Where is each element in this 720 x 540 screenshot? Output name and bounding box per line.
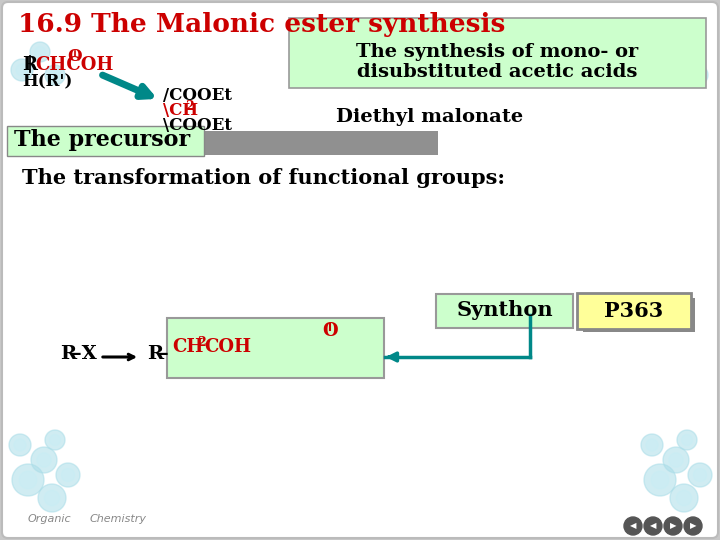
Text: 2: 2 bbox=[197, 336, 206, 349]
Text: R: R bbox=[22, 56, 37, 74]
Text: CH: CH bbox=[172, 338, 203, 356]
Text: 16.9 The Malonic ester synthesis: 16.9 The Malonic ester synthesis bbox=[18, 12, 505, 37]
Text: 2: 2 bbox=[185, 100, 194, 113]
Circle shape bbox=[11, 59, 33, 81]
Text: COH: COH bbox=[204, 338, 251, 356]
Circle shape bbox=[61, 468, 75, 482]
Text: –: – bbox=[159, 345, 168, 363]
Circle shape bbox=[641, 434, 663, 456]
Circle shape bbox=[682, 435, 693, 446]
Circle shape bbox=[651, 471, 669, 489]
Circle shape bbox=[659, 64, 671, 76]
Text: Diethyl malonate: Diethyl malonate bbox=[336, 108, 523, 126]
Circle shape bbox=[38, 484, 66, 512]
Circle shape bbox=[678, 46, 688, 57]
Text: The transformation of functional groups:: The transformation of functional groups: bbox=[22, 168, 505, 188]
Circle shape bbox=[30, 42, 50, 62]
FancyArrowPatch shape bbox=[389, 353, 397, 361]
Circle shape bbox=[35, 46, 45, 57]
Circle shape bbox=[56, 463, 80, 487]
Text: ◀: ◀ bbox=[630, 522, 636, 530]
FancyBboxPatch shape bbox=[167, 318, 384, 378]
Circle shape bbox=[688, 65, 708, 85]
Text: O: O bbox=[68, 48, 82, 65]
Circle shape bbox=[14, 439, 26, 451]
Circle shape bbox=[50, 70, 60, 80]
Circle shape bbox=[37, 453, 51, 467]
FancyArrowPatch shape bbox=[102, 75, 150, 97]
Text: Organic: Organic bbox=[28, 514, 71, 524]
Circle shape bbox=[684, 517, 702, 535]
FancyBboxPatch shape bbox=[577, 293, 691, 329]
Circle shape bbox=[673, 42, 693, 62]
Text: H(R'): H(R') bbox=[22, 73, 73, 90]
Text: CHCOH: CHCOH bbox=[35, 56, 113, 74]
Circle shape bbox=[646, 439, 658, 451]
Circle shape bbox=[654, 59, 676, 81]
Text: –X: –X bbox=[72, 345, 97, 363]
Circle shape bbox=[693, 70, 703, 80]
Circle shape bbox=[9, 434, 31, 456]
Circle shape bbox=[624, 517, 642, 535]
Circle shape bbox=[670, 484, 698, 512]
Text: Chemistry: Chemistry bbox=[90, 514, 147, 524]
FancyBboxPatch shape bbox=[436, 294, 573, 328]
Circle shape bbox=[644, 464, 676, 496]
Circle shape bbox=[688, 463, 712, 487]
Text: /COOEt: /COOEt bbox=[163, 87, 232, 104]
Circle shape bbox=[677, 430, 697, 450]
Bar bbox=[583, 298, 695, 332]
FancyBboxPatch shape bbox=[289, 18, 706, 88]
Circle shape bbox=[45, 490, 60, 505]
Circle shape bbox=[669, 453, 683, 467]
Circle shape bbox=[12, 464, 44, 496]
Text: P363: P363 bbox=[604, 301, 664, 321]
Text: \COOEt: \COOEt bbox=[163, 117, 232, 134]
Circle shape bbox=[45, 65, 65, 85]
Text: \CH: \CH bbox=[163, 102, 198, 119]
Bar bbox=[8, 131, 438, 155]
Circle shape bbox=[644, 517, 662, 535]
FancyBboxPatch shape bbox=[7, 126, 204, 156]
Text: ▶: ▶ bbox=[690, 522, 696, 530]
Circle shape bbox=[693, 468, 706, 482]
Circle shape bbox=[31, 447, 57, 473]
Text: The synthesis of mono- or: The synthesis of mono- or bbox=[356, 43, 638, 61]
Circle shape bbox=[16, 64, 28, 76]
Circle shape bbox=[45, 430, 65, 450]
Circle shape bbox=[676, 490, 692, 505]
Text: R: R bbox=[147, 345, 163, 363]
Text: R: R bbox=[60, 345, 76, 363]
Text: ◀: ◀ bbox=[649, 522, 656, 530]
Circle shape bbox=[19, 471, 37, 489]
Circle shape bbox=[663, 447, 689, 473]
Text: disubstituted acetic acids: disubstituted acetic acids bbox=[357, 63, 637, 81]
Text: The precursor: The precursor bbox=[14, 129, 190, 151]
Text: O: O bbox=[322, 322, 338, 340]
Text: ▶: ▶ bbox=[670, 522, 676, 530]
Text: Synthon: Synthon bbox=[456, 300, 553, 320]
Circle shape bbox=[664, 517, 682, 535]
Circle shape bbox=[50, 435, 60, 446]
